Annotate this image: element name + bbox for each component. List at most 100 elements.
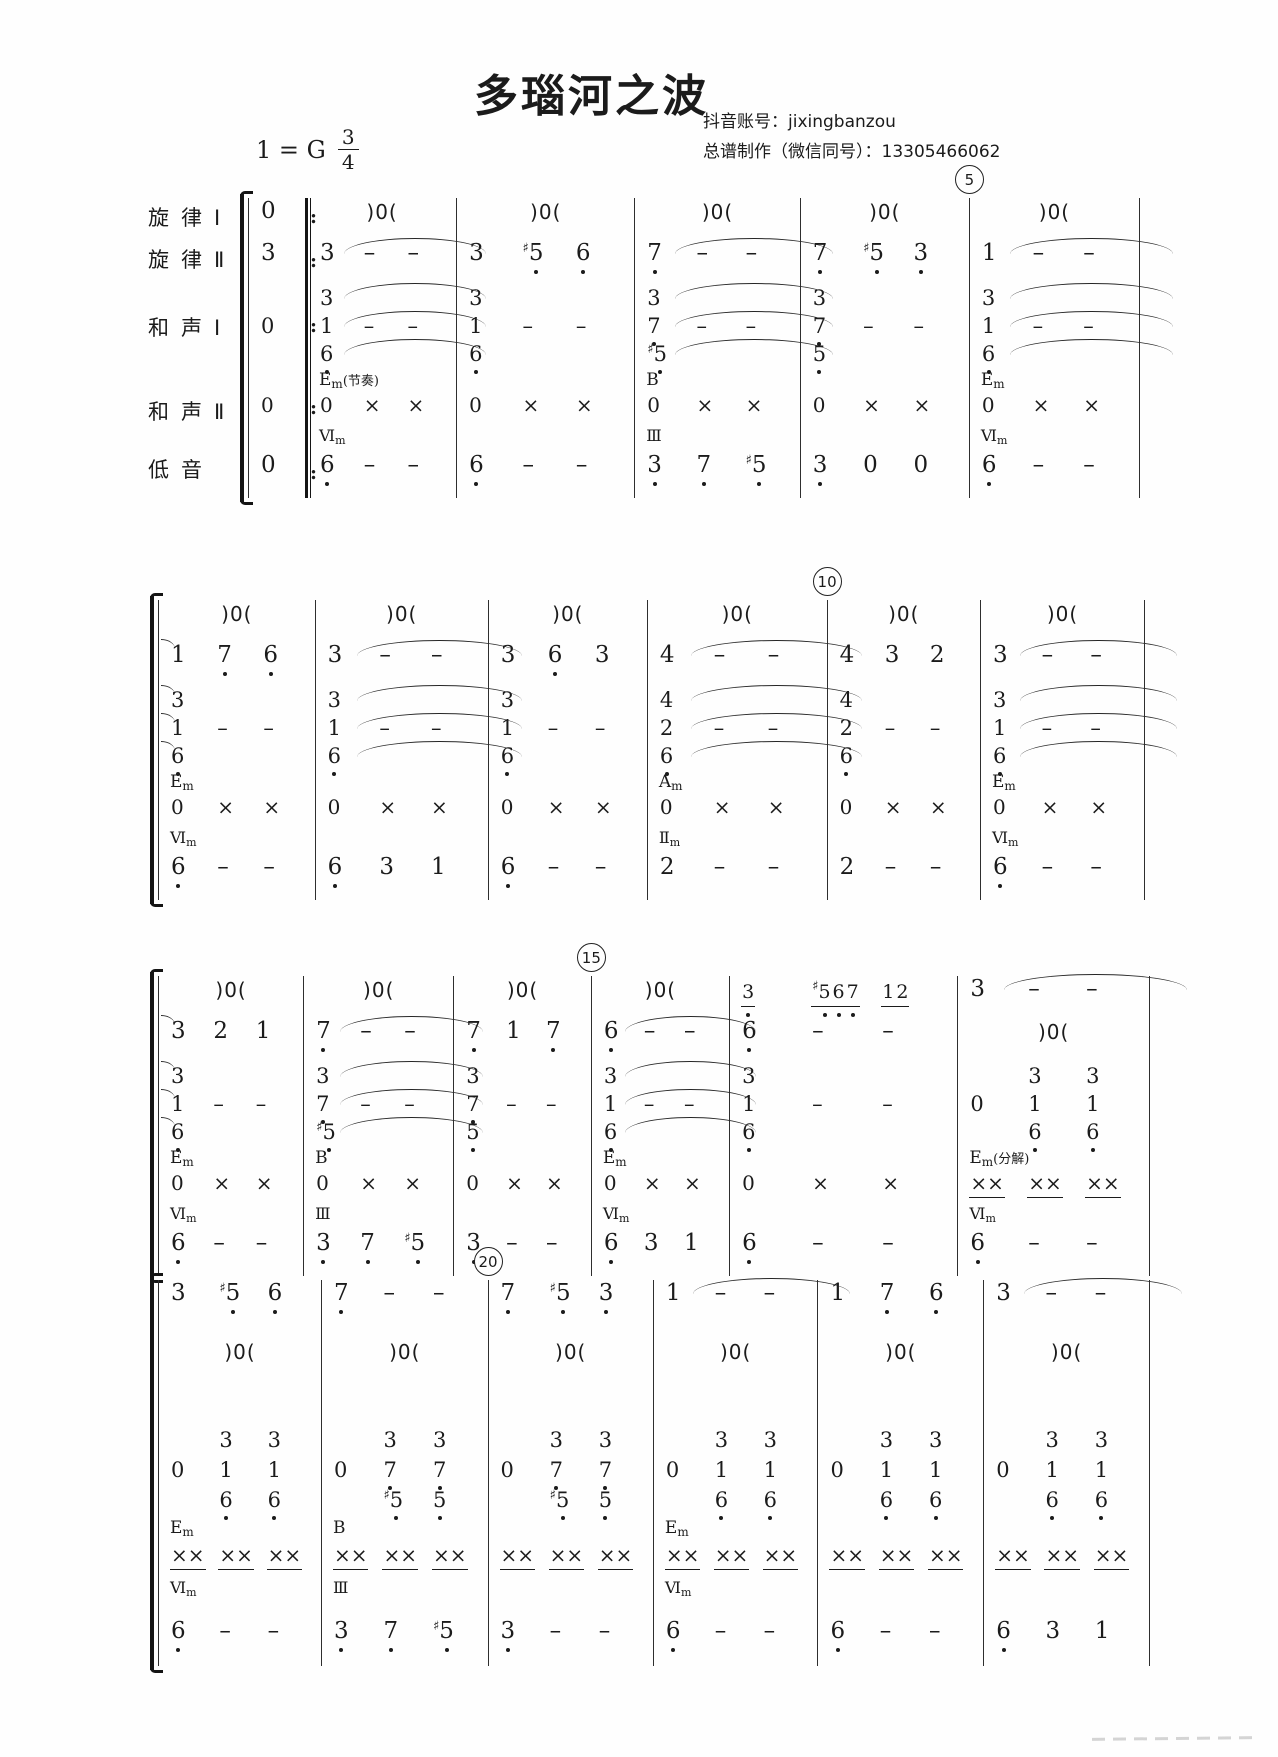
note-number: 1	[879, 1458, 894, 1482]
note: ××	[333, 1544, 369, 1567]
measure-rest-mark: )0(	[1037, 1020, 1070, 1044]
note	[829, 1488, 838, 1512]
dash-continuation: –	[547, 854, 560, 880]
note: 3	[812, 286, 827, 310]
dash-continuation: –	[1041, 642, 1054, 668]
chord-symbol-row: Em	[159, 772, 315, 796]
note-number: 1	[1045, 1458, 1059, 1482]
low-octave-dot	[444, 1648, 449, 1653]
dash-continuation: –	[683, 1092, 695, 1116]
dash-continuation: –	[812, 1230, 824, 1256]
beat: 7	[315, 1092, 359, 1125]
beat-grid: 3	[592, 1064, 729, 1092]
note: 3	[500, 1618, 517, 1653]
rehearsal-measure-number: 10	[812, 567, 842, 596]
low-octave-dot	[652, 270, 657, 275]
low-octave-dot	[471, 1048, 476, 1053]
beat: –	[811, 1230, 881, 1256]
chord-symbol-row: Em	[159, 1148, 303, 1172]
sharp-accidental: ♯	[316, 1120, 323, 1135]
beat: 6	[170, 1618, 218, 1653]
sharp-accidental: ♯	[404, 1231, 411, 1246]
beat: 7	[695, 452, 744, 487]
note-number: ××	[928, 1543, 963, 1567]
rehearsal-measure-number: 5	[954, 165, 984, 194]
low-octave-dot	[1032, 1148, 1037, 1153]
beat-grid: 3 7 ♯5	[635, 452, 799, 498]
beat: 7	[315, 1018, 359, 1053]
note-number: 1	[219, 1458, 233, 1482]
measure-rest-mark: )0(	[530, 200, 562, 224]
note: 1	[1094, 1618, 1111, 1644]
sharp-accidental: ♯	[812, 979, 819, 994]
dash-continuation: –	[863, 314, 874, 338]
note-number: ×	[1032, 393, 1050, 417]
beat: ×	[767, 796, 821, 819]
note-number: ×	[213, 1171, 231, 1195]
note: –	[218, 1618, 232, 1644]
beat: ×	[862, 394, 912, 417]
beat: 5	[432, 1488, 482, 1521]
beat: –	[1041, 854, 1090, 880]
note-number: ××	[383, 1543, 417, 1567]
bass-row: 2– –	[648, 854, 827, 900]
measure-rest-mark: )0(	[644, 978, 677, 1002]
note: 1	[500, 716, 515, 740]
measure-rest-mark: )0(	[224, 1340, 256, 1364]
beat: –	[683, 1018, 723, 1044]
beat: –	[216, 854, 262, 880]
beat-grid: 1– –	[592, 1092, 729, 1120]
low-octave-dot	[835, 1648, 840, 1653]
tie-end-curl	[161, 1089, 175, 1099]
sharp-accidental: ♯	[522, 241, 529, 256]
note-number: 3	[500, 688, 515, 712]
harmony2-rhythm-row: 0 × ×	[801, 394, 969, 426]
note: –	[763, 1280, 777, 1306]
note: –	[1089, 716, 1102, 740]
note-number: 7	[546, 1018, 561, 1053]
low-octave-dot	[506, 884, 511, 889]
note-number: 0	[913, 452, 929, 478]
note: 1	[879, 1458, 894, 1482]
beat: –	[714, 1618, 763, 1644]
note-number: 1	[431, 854, 446, 880]
time-signature-numerator: 3	[337, 126, 359, 150]
beat-grid: ♯5	[635, 342, 799, 375]
chord-symbol-row	[454, 1148, 591, 1172]
note-number: ×	[863, 393, 880, 417]
note: –	[713, 642, 727, 668]
roman-numeral-row	[818, 1578, 983, 1618]
harmony2-rhythm-row: 0	[249, 394, 305, 426]
beat-grid: 3– –	[454, 1230, 591, 1276]
note-number: 7	[383, 1618, 398, 1653]
note: 0	[659, 796, 674, 819]
beat: 6	[665, 1618, 714, 1653]
note: ××	[549, 1544, 585, 1567]
beat: 6	[319, 342, 450, 375]
note	[829, 1428, 838, 1452]
beat: –	[928, 1618, 977, 1644]
dash-continuation: –	[598, 1618, 611, 1644]
note-number: 1	[1086, 1092, 1100, 1116]
note-number: ××	[1094, 1543, 1129, 1567]
beat: 6	[763, 1488, 812, 1521]
note-number: 6	[171, 1230, 186, 1265]
measure-rest-mark: )0(	[888, 602, 920, 626]
beat: 6	[603, 1018, 643, 1053]
note: –	[1032, 240, 1046, 266]
beat: –	[713, 854, 767, 880]
beat-grid: 3	[730, 1064, 957, 1092]
beat: 6	[468, 342, 628, 375]
harmony1-stack-row: ♯5	[304, 1117, 484, 1153]
tie-end-curl	[161, 639, 175, 649]
beat: 0	[170, 1172, 212, 1195]
beat-grid: 6– –	[958, 1230, 1149, 1276]
chord-root: A	[658, 772, 672, 792]
note-number: 5	[439, 1618, 454, 1653]
